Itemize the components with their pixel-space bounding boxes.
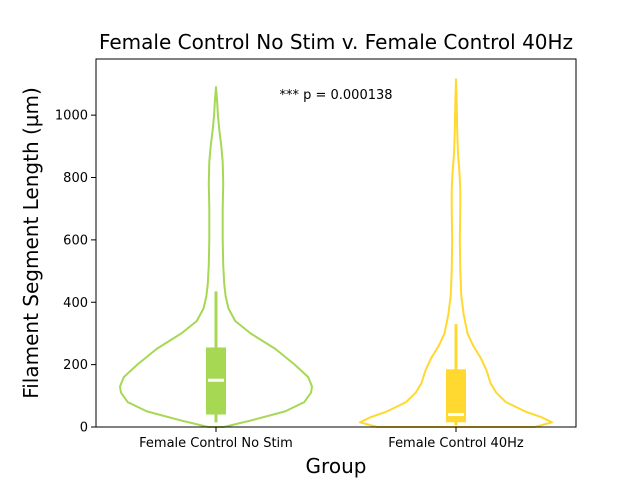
x-tick-label: Female Control 40Hz xyxy=(388,436,524,451)
violin-outline xyxy=(359,78,553,428)
plot-frame xyxy=(95,58,577,428)
y-axis-title: Filament Segment Length (µm) xyxy=(19,87,43,399)
p-value-annotation: *** p = 0.000138 xyxy=(279,88,392,103)
y-tick-label: 400 xyxy=(63,296,88,311)
plot-area xyxy=(119,78,553,428)
y-tick-label: 600 xyxy=(63,233,88,248)
y-tick-label: 0 xyxy=(80,421,88,436)
iqr-box xyxy=(446,369,466,423)
y-tick-label: 800 xyxy=(63,171,88,186)
y-tick-label: 1000 xyxy=(55,109,88,124)
x-tick-label: Female Control No Stim xyxy=(139,436,293,451)
y-tick-label: 200 xyxy=(63,358,88,373)
x-axis-title: Group xyxy=(306,454,367,478)
axes: 0 200 400 600 800 1000 Female Control No Stim F… xyxy=(55,109,524,451)
violin-outline xyxy=(119,86,313,428)
chart-title: Female Control No Stim v. Female Control… xyxy=(99,30,573,54)
